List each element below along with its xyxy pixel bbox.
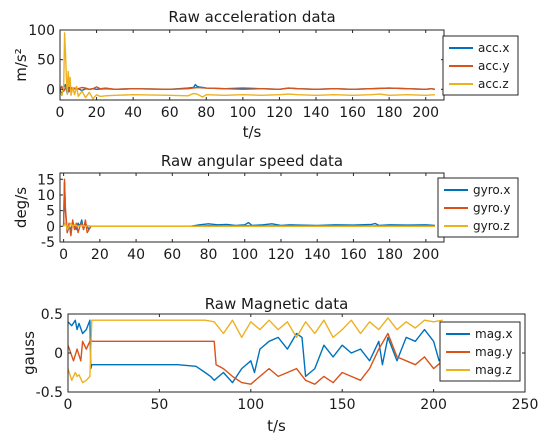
- chart-title: Raw acceleration data: [168, 8, 335, 26]
- series-line-gyro-x: [62, 181, 435, 234]
- legend-label-mag-z: mag.z: [475, 363, 512, 377]
- x-tick-label: 60: [163, 247, 181, 263]
- legend-label-acc-y: acc.y: [478, 59, 509, 73]
- acceleration-panel: Raw acceleration data 0 20 40 60 80 100 120 140 1…: [12, 8, 519, 141]
- series-line-gyro-y: [62, 178, 435, 237]
- x-tick-label: 0: [64, 397, 73, 413]
- series-group: [68, 317, 444, 385]
- x-tick-label: 60: [161, 105, 179, 121]
- x-axis-label: t/s: [267, 417, 286, 435]
- x-tick-label: 100: [231, 247, 258, 263]
- x-tick-label: 0: [59, 247, 68, 263]
- series-line-mag-y: [68, 332, 444, 385]
- y-tick-label: 0: [46, 82, 55, 98]
- legend-label-mag-y: mag.y: [475, 345, 513, 359]
- legend-label-gyro-z: gyro.z: [473, 219, 510, 233]
- series-line-mag-x: [68, 319, 444, 384]
- chart-title: Raw angular speed data: [161, 152, 343, 170]
- y-tick-label: 50: [37, 53, 55, 69]
- x-tick-label: 180: [376, 105, 403, 121]
- series-group: [60, 32, 436, 100]
- x-tick-label: 40: [127, 247, 145, 263]
- y-axis-label: gauss: [20, 331, 38, 375]
- x-tick-label: 250: [512, 397, 539, 413]
- series-group: [62, 178, 435, 237]
- legend-label-gyro-y: gyro.y: [473, 201, 510, 215]
- legend-label-gyro-x: gyro.x: [473, 183, 510, 197]
- axes-frame: [59, 172, 445, 243]
- series-line-mag-z: [68, 317, 443, 384]
- legend-label-mag-x: mag.x: [475, 327, 513, 341]
- legend-label-acc-z: acc.z: [478, 77, 509, 91]
- y-tick-label: 0: [46, 219, 55, 235]
- x-tick-label: 200: [420, 397, 447, 413]
- y-tick-label: 10: [37, 188, 55, 204]
- x-tick-label: 180: [376, 247, 403, 263]
- x-tick-label: 100: [229, 105, 256, 121]
- legend: acc.x acc.y acc.z: [442, 35, 519, 96]
- x-tick-label: 50: [150, 397, 168, 413]
- y-axis-label: deg/s: [12, 187, 30, 228]
- x-tick-label: 160: [339, 105, 366, 121]
- x-tick-label: 20: [88, 105, 106, 121]
- y-tick-label: -0.5: [36, 385, 63, 401]
- legend-box: [439, 321, 521, 382]
- x-tick-label: 150: [329, 397, 356, 413]
- x-axis-label: t/s: [243, 123, 262, 141]
- x-tick-label: 140: [304, 247, 331, 263]
- x-tick-label: 200: [412, 105, 439, 121]
- x-tick-label: 120: [266, 105, 293, 121]
- y-tick-label: 0.5: [41, 307, 63, 323]
- x-tick-label: 80: [197, 105, 215, 121]
- x-tick-label: 100: [237, 397, 264, 413]
- x-tick-label: 20: [91, 247, 109, 263]
- y-tick-label: 100: [28, 23, 55, 39]
- x-tick-label: 0: [56, 105, 65, 121]
- x-tick-label: 160: [340, 247, 367, 263]
- legend: gyro.x gyro.y gyro.z: [437, 177, 519, 238]
- y-tick-label: -5: [41, 235, 55, 251]
- x-tick-label: 40: [124, 105, 142, 121]
- series-line-gyro-z: [62, 222, 435, 231]
- legend: mag.x mag.y mag.z: [439, 321, 521, 382]
- legend-label-acc-x: acc.x: [478, 41, 509, 55]
- x-tick-label: 140: [303, 105, 330, 121]
- y-tick-label: 0: [54, 346, 63, 362]
- y-axis-label: m/s²: [12, 48, 30, 82]
- series-line-acc-z: [60, 32, 435, 100]
- chart-title: Raw Magnetic data: [205, 295, 349, 313]
- series-line-acc-y: [60, 85, 436, 93]
- x-tick-label: 80: [200, 247, 218, 263]
- y-tick-label: 15: [37, 172, 55, 188]
- x-tick-label: 200: [413, 247, 440, 263]
- x-tick-label: 120: [268, 247, 295, 263]
- y-tick-label: 5: [46, 204, 55, 220]
